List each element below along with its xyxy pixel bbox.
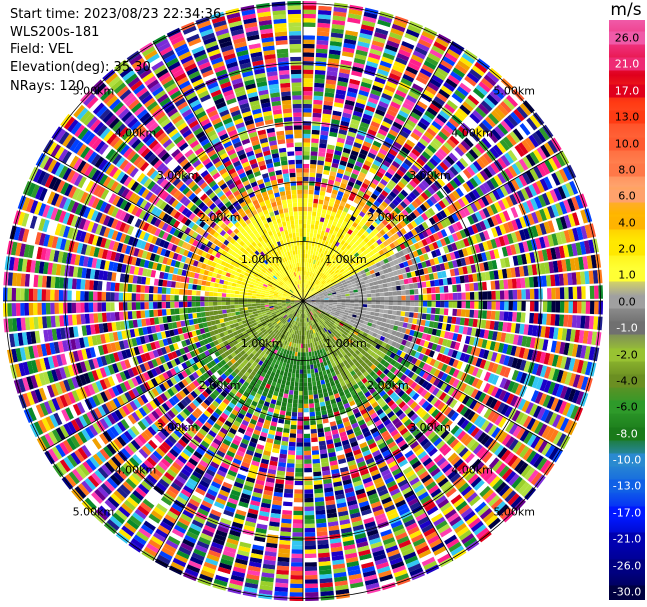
- range-ring-label: 1.00km: [325, 337, 367, 350]
- field-name: Field: VEL: [10, 42, 73, 57]
- scan-info: Start time: 2023/08/23 22:34:36 WLS200s-…: [10, 6, 221, 96]
- elevation-text: Elevation(deg): 35.30: [10, 59, 151, 75]
- range-ring-label: 5.00km: [73, 85, 115, 98]
- colorbar-tick-label: 26.0: [609, 31, 645, 45]
- colorbar-tick-label: 4.0: [609, 216, 645, 230]
- range-ring-label: 1.00km: [241, 253, 283, 266]
- colorbar-tick-label: 1.0: [609, 268, 645, 282]
- range-ring-label: 3.00km: [409, 421, 451, 434]
- colorbar-tick-label: -4.0: [609, 374, 645, 388]
- range-ring-label: 1.00km: [241, 337, 283, 350]
- range-ring-label: 3.00km: [409, 169, 451, 182]
- range-ring-label: 4.00km: [451, 463, 493, 476]
- colorbar-tick-label: -6.0: [609, 400, 645, 414]
- range-ring-label: 4.00km: [115, 127, 157, 140]
- colorbar-tick-label: -1.0: [609, 321, 645, 335]
- colorbar-tick-label: 17.0: [609, 84, 645, 98]
- range-ring-label: 3.00km: [157, 421, 199, 434]
- azimuth-spoke: [302, 300, 563, 452]
- range-ring-label: 5.00km: [493, 505, 535, 518]
- colorbar-tick-label: 10.0: [609, 137, 645, 151]
- azimuth-spoke: [302, 150, 563, 302]
- range-ring-label: 1.00km: [325, 253, 367, 266]
- azimuth-spoke: [42, 300, 304, 452]
- range-ring-label: 2.00km: [199, 211, 241, 224]
- range-ring-label: 5.00km: [493, 85, 535, 98]
- range-ring-label: 2.00km: [199, 379, 241, 392]
- instrument-name: WLS200s-181: [10, 24, 100, 40]
- range-ring-label: 5.00km: [73, 505, 115, 518]
- start-time-text: Start time: 2023/08/23 22:34:36: [10, 7, 222, 22]
- colorbar-tick-label: -21.0: [609, 532, 645, 546]
- colorbar-tick-label: -26.0: [609, 559, 645, 573]
- colorbar-tick-label: 8.0: [609, 163, 645, 177]
- colorbar-tick-label: -30.0: [609, 585, 645, 599]
- colorbar-tick-label: 0.0: [609, 295, 645, 309]
- range-ring-label: 3.00km: [157, 169, 199, 182]
- range-ring-label: 2.00km: [367, 379, 409, 392]
- colorbar-tick-label: -8.0: [609, 427, 645, 441]
- colorbar-tick-label: -2.0: [609, 348, 645, 362]
- range-ring-overlay: 1.00km 1.00km 1.00km 1.00km 2.00km 2.00km 2.00…: [3, 1, 603, 601]
- azimuth-spoke: [42, 150, 304, 302]
- colorbar-tick-label: -13.0: [609, 479, 645, 493]
- azimuth-spoke: [302, 40, 454, 302]
- azimuth-spoke: [152, 40, 304, 302]
- range-ring-label: 4.00km: [115, 463, 157, 476]
- colorbar-tick-label: -17.0: [609, 506, 645, 520]
- colorbar-tick-label: 21.0: [609, 57, 645, 71]
- nrays-text: NRays: 120: [10, 79, 85, 94]
- azimuth-spoke: [302, 300, 454, 561]
- range-ring-label: 4.00km: [451, 127, 493, 140]
- range-ring-label: 2.00km: [367, 211, 409, 224]
- colorbar-tick-label: 2.0: [609, 242, 645, 256]
- colorbar-tick-label: 6.0: [609, 189, 645, 203]
- colorbar-unit: m/s: [610, 0, 642, 20]
- colorbar-tick-label: 13.0: [609, 110, 645, 124]
- azimuth-spoke: [152, 300, 304, 561]
- colorbar-tick-label: -10.0: [609, 453, 645, 467]
